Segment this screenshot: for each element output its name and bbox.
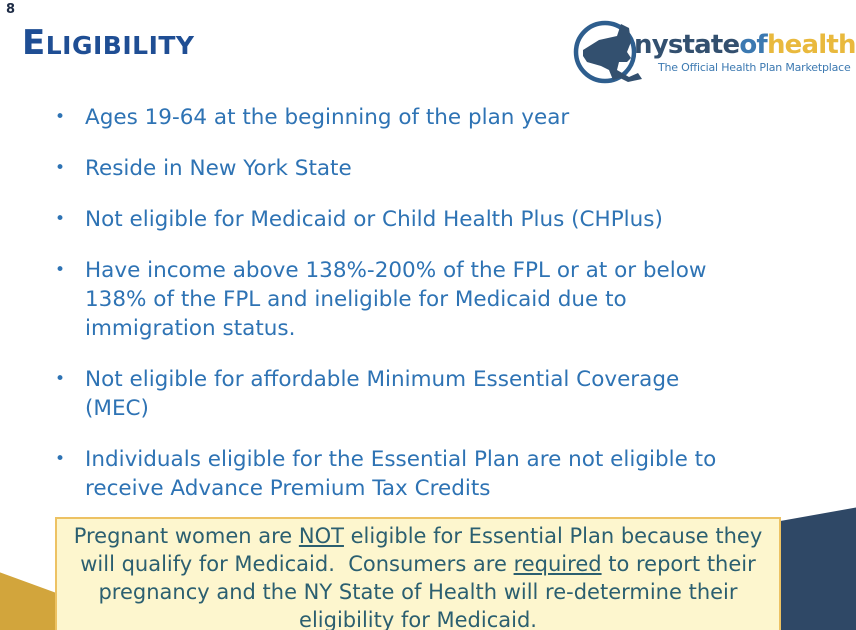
nystateofhealth-logo: nystateofhealth™ The Official Health Pla… (572, 15, 856, 89)
logo-wordmark: nystateofhealth™ (634, 30, 856, 60)
page-title-rest: LIGIBILITY (45, 31, 195, 60)
logo-text: nystateofhealth™ The Official Health Pla… (634, 30, 856, 74)
bullet-text-income-fpl: Have income above 138%-200% of the FPL o… (85, 258, 707, 341)
logo-word-nystate: nystate (634, 30, 740, 60)
list-item: • Not eligible for Medicaid or Child Hea… (55, 205, 815, 234)
bullet-text-mec: Not eligible for affordable Minimum Esse… (85, 367, 680, 421)
logo-word-of: of (739, 30, 767, 60)
logo-tagline: The Official Health Plan Marketplace (658, 60, 851, 74)
bullet-text-ages: Ages 19-64 at the beginning of the plan … (85, 105, 570, 130)
page-title-initial: E (22, 23, 46, 63)
bullet-icon: • (55, 449, 66, 469)
list-item: • Individuals eligible for the Essential… (55, 445, 815, 503)
page-title: E LIGIBILITY (22, 26, 195, 60)
list-item: • Have income above 138%-200% of the FPL… (55, 256, 815, 343)
eligibility-bullet-list: • Ages 19-64 at the beginning of the pla… (55, 103, 815, 525)
pregnancy-callout-box: Pregnant women are NOT eligible for Esse… (55, 517, 781, 630)
ny-state-map-icon (572, 15, 646, 89)
bullet-icon: • (55, 369, 66, 389)
bullet-text-aptc: Individuals eligible for the Essential P… (85, 447, 717, 501)
list-item: • Ages 19-64 at the beginning of the pla… (55, 103, 815, 132)
bullet-icon: • (55, 209, 66, 229)
list-item: • Reside in New York State (55, 154, 815, 183)
bullet-text-reside: Reside in New York State (85, 156, 352, 181)
list-item: • Not eligible for affordable Minimum Es… (55, 365, 815, 423)
bullet-icon: • (55, 107, 66, 127)
logo-word-health: health (766, 30, 856, 60)
bullet-text-not-medicaid-chplus: Not eligible for Medicaid or Child Healt… (85, 207, 663, 232)
bullet-icon: • (55, 260, 66, 280)
slide-number: 8 (6, 2, 16, 17)
bullet-icon: • (55, 158, 66, 178)
